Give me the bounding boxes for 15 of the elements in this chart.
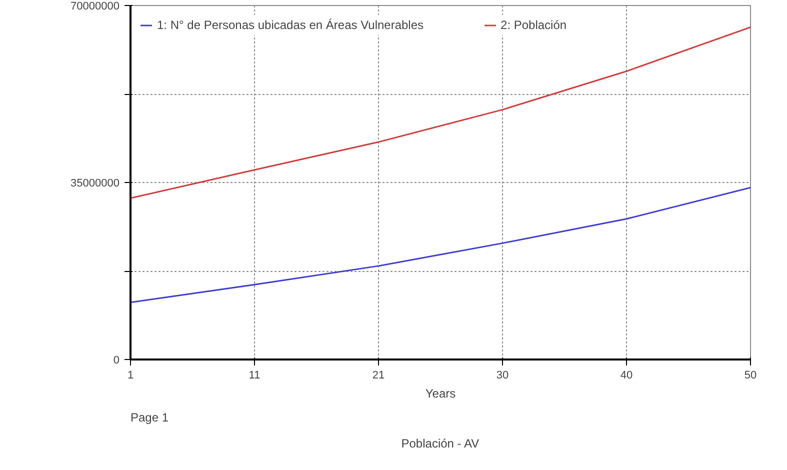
text: Población - AV (401, 436, 480, 450)
y-tick-label: 35000000 (70, 178, 120, 190)
x-tick-label: 1 (127, 370, 134, 382)
x-tick-label: 50 (744, 370, 757, 382)
x-axis-title: Years (425, 386, 456, 400)
legend-label: 2: Población (500, 18, 567, 32)
x-tick-label: 40 (620, 370, 633, 382)
line-series (130, 186, 750, 304)
y-tick-label: 0 (113, 354, 120, 366)
x-tick-label: 21 (372, 370, 385, 382)
y-tick-label: 70000000 (70, 0, 120, 12)
text: Page 1 (130, 410, 169, 424)
legend-label: 1: N° de Personas ubicadas en Áreas Vulnerables (157, 18, 424, 32)
x-tick-label: 11 (248, 370, 260, 382)
x-tick-label: 30 (496, 370, 509, 382)
